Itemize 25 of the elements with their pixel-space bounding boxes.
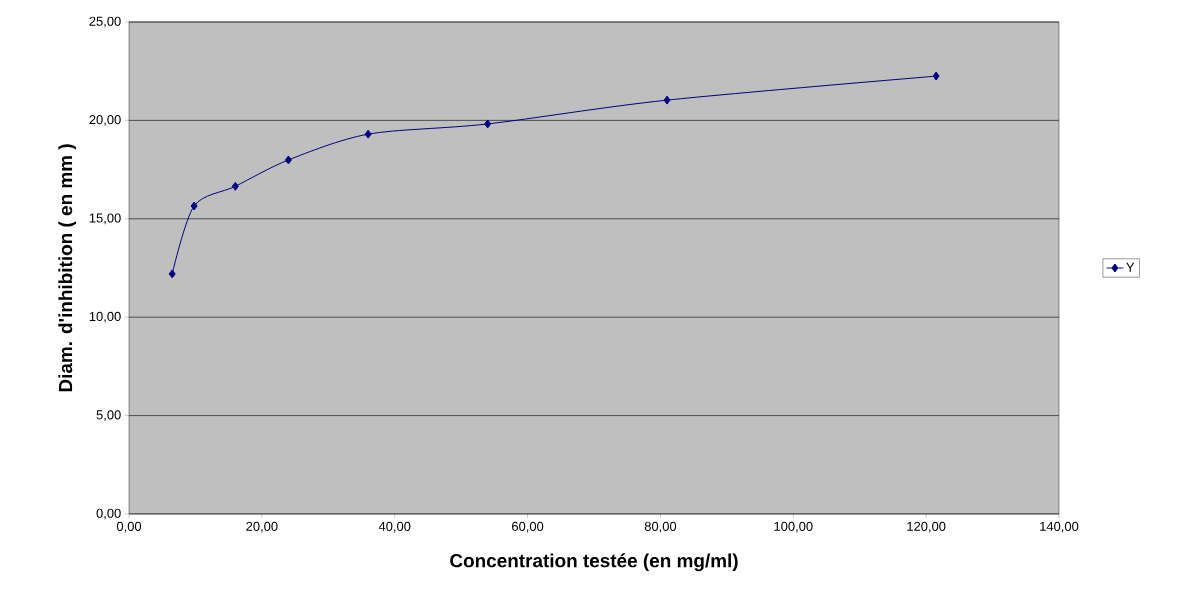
x-axis-title: Concentration testée (en mg/ml): [450, 553, 738, 572]
point: [168, 269, 176, 279]
x-tick-label: 140,00: [1040, 521, 1079, 533]
x-tick-label: 120,00: [907, 521, 946, 533]
y-tick-label: 15,00: [89, 213, 121, 225]
x-tick-label: 100,00: [774, 521, 813, 533]
x-tick-label: 80,00: [644, 521, 677, 533]
x-tick-label: 20,00: [246, 521, 278, 533]
x-tick-label: 0,00: [116, 521, 142, 533]
point: [932, 71, 940, 81]
legend-label: Y: [1126, 262, 1135, 272]
point: [364, 129, 372, 139]
point: [190, 201, 198, 211]
x-tick-label: 60,00: [512, 521, 544, 533]
point: [284, 155, 292, 165]
y-tick-label: 5,00: [96, 410, 121, 421]
point: [231, 181, 239, 191]
y-tick-label: 10,00: [89, 311, 121, 323]
y-tick-label: 25,00: [89, 16, 121, 28]
point: [663, 95, 671, 105]
y-tick-label: 0,00: [96, 508, 121, 520]
point: [484, 119, 492, 129]
x-tick-label: 40,00: [378, 521, 411, 533]
y-axis-title: Diam. d'inhibition ( en mm ): [58, 144, 76, 392]
y-tick-label: 20,00: [89, 115, 121, 126]
